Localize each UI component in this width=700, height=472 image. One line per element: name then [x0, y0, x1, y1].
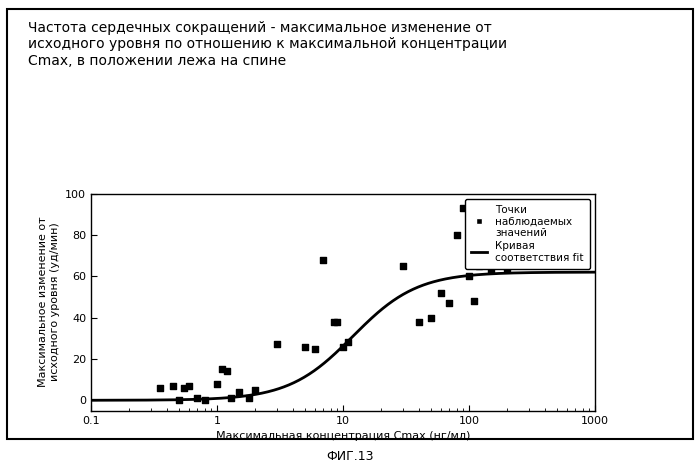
- Point: [413, 318, 424, 326]
- Text: ФИГ.13: ФИГ.13: [326, 449, 374, 463]
- Point: [328, 318, 339, 326]
- Legend: Точки
наблюдаемых
значений, Кривая
соответствия fit: Точки наблюдаемых значений, Кривая соотв…: [465, 199, 590, 269]
- Point: [501, 264, 512, 272]
- Point: [174, 396, 185, 404]
- Y-axis label: Максимальное изменение от
исходного уровня (уд/мин): Максимальное изменение от исходного уров…: [38, 217, 60, 388]
- Point: [300, 343, 311, 350]
- Point: [154, 384, 165, 392]
- Point: [192, 395, 203, 402]
- Point: [435, 289, 447, 296]
- Point: [211, 380, 223, 388]
- Point: [342, 338, 354, 346]
- Point: [444, 299, 455, 307]
- Point: [244, 395, 255, 402]
- Point: [221, 368, 232, 375]
- Point: [486, 266, 497, 274]
- Point: [337, 343, 349, 350]
- Point: [168, 382, 179, 389]
- Point: [234, 388, 245, 396]
- Point: [468, 297, 480, 305]
- Point: [398, 262, 409, 270]
- Point: [178, 384, 190, 392]
- X-axis label: Максимальная концентрация Сmax (нг/мл): Максимальная концентрация Сmax (нг/мл): [216, 431, 470, 441]
- Point: [452, 231, 463, 239]
- Point: [199, 396, 211, 404]
- Point: [216, 365, 228, 373]
- Point: [463, 272, 475, 280]
- Point: [249, 386, 260, 394]
- Text: Частота сердечных сокращений - максимальное изменение от
исходного уровня по отн: Частота сердечных сокращений - максималь…: [28, 21, 507, 67]
- Point: [458, 204, 469, 212]
- Point: [332, 318, 343, 326]
- Point: [183, 382, 195, 389]
- Point: [309, 345, 321, 353]
- Point: [473, 262, 484, 270]
- Point: [226, 395, 237, 402]
- Point: [426, 314, 437, 321]
- Point: [272, 341, 283, 348]
- Point: [318, 256, 329, 263]
